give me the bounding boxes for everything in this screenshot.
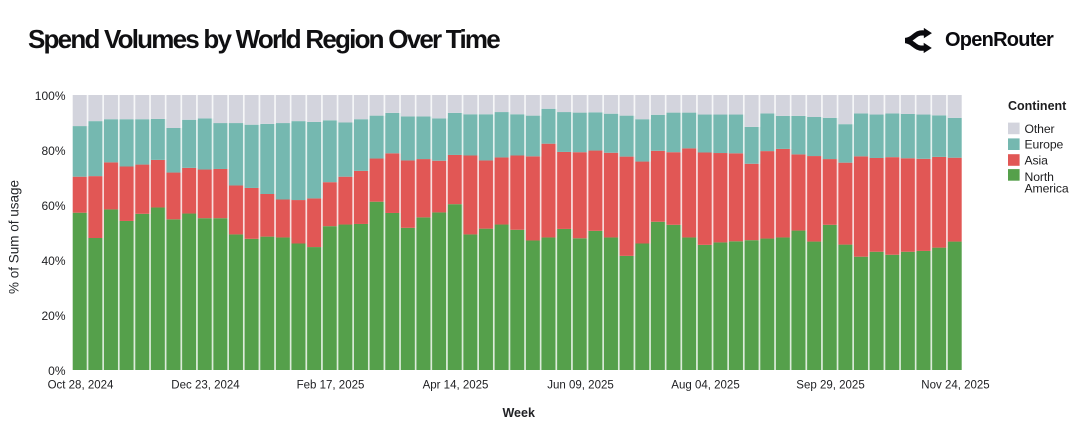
- svg-text:Feb 17, 2025: Feb 17, 2025: [297, 380, 365, 392]
- svg-text:Week: Week: [502, 406, 534, 420]
- svg-text:40%: 40%: [41, 254, 65, 268]
- svg-text:Sep 29, 2025: Sep 29, 2025: [796, 380, 864, 392]
- svg-text:60%: 60%: [41, 199, 65, 213]
- svg-text:Nov 24, 2025: Nov 24, 2025: [921, 380, 989, 392]
- svg-text:0%: 0%: [48, 364, 66, 378]
- svg-text:Other: Other: [1025, 122, 1055, 136]
- svg-text:North: North: [1025, 170, 1054, 184]
- svg-text:Aug 04, 2025: Aug 04, 2025: [671, 380, 739, 392]
- svg-text:% of Sum of usage: % of Sum of usage: [7, 180, 22, 294]
- svg-text:Jun 09, 2025: Jun 09, 2025: [547, 380, 614, 392]
- svg-text:Dec 23, 2024: Dec 23, 2024: [171, 380, 240, 392]
- svg-text:Oct 28, 2024: Oct 28, 2024: [48, 380, 114, 392]
- svg-text:80%: 80%: [41, 144, 65, 158]
- svg-text:Asia: Asia: [1025, 153, 1049, 167]
- svg-text:Continent: Continent: [1008, 99, 1067, 113]
- svg-text:20%: 20%: [41, 309, 65, 323]
- svg-text:100%: 100%: [35, 89, 66, 103]
- svg-text:Apr 14, 2025: Apr 14, 2025: [423, 380, 489, 392]
- svg-text:Europe: Europe: [1025, 138, 1064, 152]
- svg-text:America: America: [1025, 181, 1069, 195]
